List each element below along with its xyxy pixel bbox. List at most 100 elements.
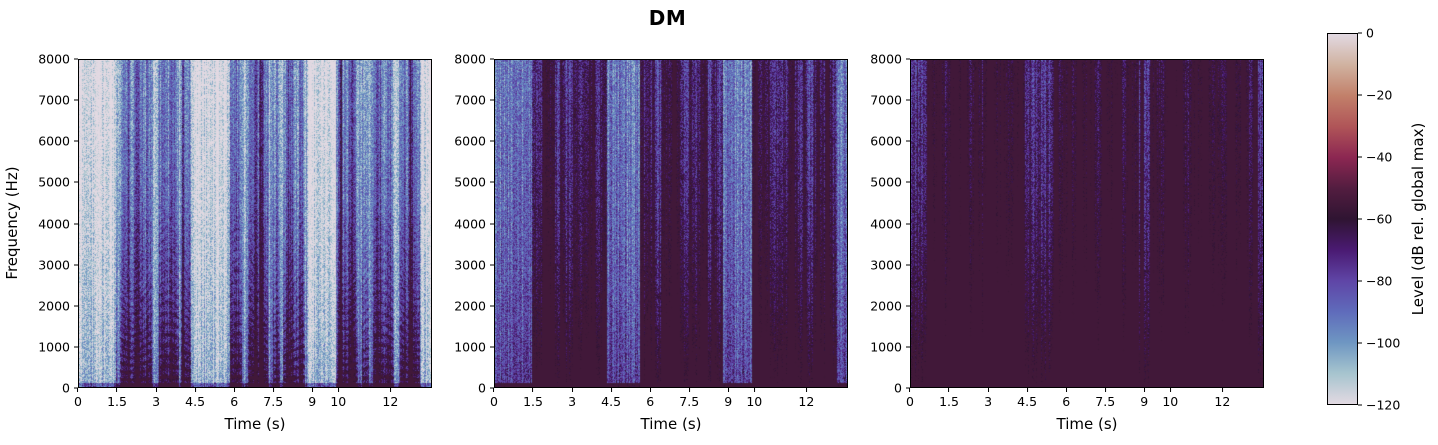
y-tick: 1000 [38, 339, 78, 354]
x-tick-label: 7.5 [679, 394, 700, 409]
tick-mark [74, 140, 78, 142]
spectrogram-canvas [911, 60, 1263, 387]
x-tick-label: 3 [984, 394, 993, 409]
tick-mark [74, 223, 78, 224]
y-tick: 8000 [870, 52, 910, 67]
tick-mark [74, 181, 78, 183]
tick-mark [233, 388, 235, 392]
colorbar-tick: 0 [1358, 26, 1374, 41]
y-tick: 7000 [454, 93, 494, 108]
y-tick-label: 5000 [454, 174, 486, 190]
x-tick: 9 [724, 388, 732, 409]
x-tick: 12 [1214, 388, 1230, 409]
y-tick-label: 7000 [38, 92, 70, 108]
y-tick-label: 4000 [38, 216, 70, 231]
colorbar-tick: −120 [1358, 398, 1400, 413]
tick-mark [906, 58, 910, 60]
colorbar-tick-label: −20 [1366, 87, 1393, 103]
tick-mark [906, 264, 910, 266]
x-tick: 7.5 [679, 388, 699, 409]
colorbar-ticks: 0 −20 −40 −60 −80 −100 −120 [1358, 26, 1418, 413]
x-axis-label: Time (s) [1056, 415, 1118, 433]
tick-mark [906, 99, 910, 101]
y-tick-label: 0 [478, 380, 486, 396]
figure-title: DM [648, 6, 687, 30]
tick-mark [805, 388, 807, 392]
colorbar-tick: −20 [1358, 88, 1392, 103]
tick-mark [490, 387, 494, 389]
spectrogram-panel-1: Frequency (Hz) Time (s) 0 1000 2000 3000 400… [3, 52, 432, 433]
x-tick-label: 12 [382, 394, 399, 409]
spectrogram-panel-3: Time (s) 0 1000 2000 3000 4000 5000 6000 7000 80… [870, 52, 1264, 433]
y-tick-label: 0 [894, 380, 902, 396]
tick-mark [1065, 388, 1067, 392]
y-tick-label: 3000 [38, 257, 70, 273]
tick-mark [490, 58, 494, 60]
y-tick-label: 3000 [454, 257, 486, 273]
tick-mark [74, 387, 78, 389]
x-tick-label: 7.5 [1095, 394, 1116, 409]
tick-mark [490, 140, 494, 142]
tick-mark [906, 387, 910, 389]
colorbar-tick: −80 [1358, 274, 1392, 289]
y-tick-label: 1000 [870, 339, 902, 355]
tick-mark [1358, 342, 1362, 344]
y-tick: 6000 [38, 134, 78, 149]
tick-mark [906, 346, 910, 348]
tick-mark [948, 388, 950, 392]
plot-area [494, 59, 848, 388]
x-tick: 4.5 [601, 388, 621, 409]
y-tick: 1000 [870, 339, 910, 354]
x-tick: 9 [308, 388, 316, 409]
x-tick: 1.5 [523, 388, 543, 409]
tick-mark [389, 388, 391, 392]
y-tick-label: 6000 [454, 133, 486, 149]
colorbar-tick: −100 [1358, 336, 1400, 351]
colorbar-tick: −60 [1358, 212, 1392, 227]
tick-mark [74, 264, 78, 266]
tick-mark [1358, 94, 1362, 96]
tick-mark [1221, 388, 1223, 392]
y-tick: 7000 [870, 93, 910, 108]
y-tick: 4000 [38, 216, 78, 231]
y-tick: 0 [62, 381, 78, 396]
y-tick: 0 [894, 381, 910, 396]
x-tick: 6 [1062, 388, 1070, 409]
tick-mark [906, 181, 910, 183]
y-tick: 5000 [38, 175, 78, 190]
colorbar-tick: −40 [1358, 150, 1392, 165]
tick-mark [727, 388, 729, 392]
plot-area [78, 59, 432, 388]
y-tick: 3000 [38, 257, 78, 272]
y-tick: 7000 [38, 93, 78, 108]
y-tick: 6000 [870, 134, 910, 149]
colorbar-tick-label: −60 [1366, 211, 1393, 227]
spectrogram-panel-2: Time (s) 0 1000 2000 3000 4000 5000 6000 7000 80… [454, 52, 848, 433]
x-tick: 0 [906, 388, 914, 409]
x-tick: 4.5 [1017, 388, 1037, 409]
x-tick: 7.5 [1095, 388, 1115, 409]
y-axis-label: Frequency (Hz) [3, 166, 21, 280]
x-tick-label: 10 [1162, 394, 1179, 409]
x-tick-label: 10 [746, 394, 763, 409]
tick-mark [649, 388, 651, 392]
x-tick: 3 [152, 388, 160, 409]
y-tick-label: 6000 [38, 133, 70, 149]
tick-mark [1143, 388, 1145, 392]
tick-mark [753, 388, 755, 392]
x-tick-label: 6 [646, 394, 655, 409]
y-tick-label: 4000 [454, 216, 486, 231]
spectrogram-canvas [495, 60, 847, 387]
y-tick: 3000 [454, 257, 494, 272]
tick-mark [571, 388, 573, 392]
y-tick-label: 6000 [870, 133, 902, 149]
y-tick: 5000 [454, 175, 494, 190]
tick-mark [1358, 404, 1362, 406]
x-tick-label: 12 [1214, 394, 1231, 409]
y-tick: 5000 [870, 175, 910, 190]
x-tick: 7.5 [263, 388, 283, 409]
tick-mark [311, 388, 313, 392]
x-tick: 0 [490, 388, 498, 409]
tick-mark [688, 388, 690, 392]
tick-mark [1358, 218, 1362, 220]
